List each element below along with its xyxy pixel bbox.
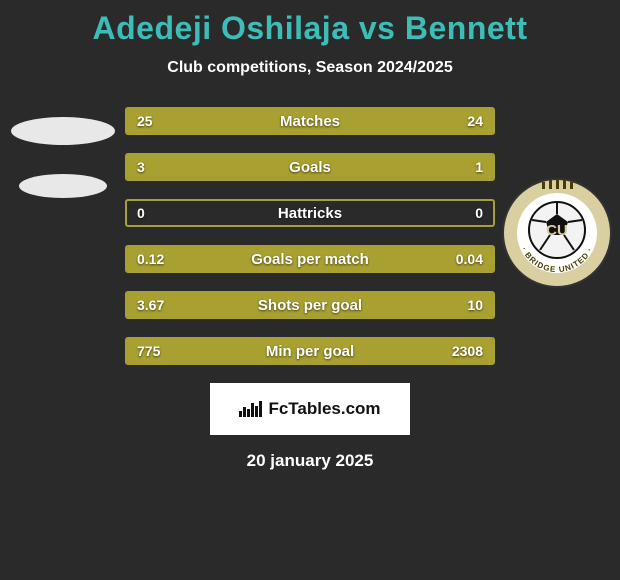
stat-row: 3 Goals 1 xyxy=(125,153,495,181)
stat-value-right: 0 xyxy=(475,201,483,225)
player-left-avatar xyxy=(8,115,118,225)
stat-value-right: 24 xyxy=(467,109,483,133)
ellipse-icon xyxy=(8,172,118,200)
stat-row: 3.67 Shots per goal 10 xyxy=(125,291,495,319)
stat-row: 775 Min per goal 2308 xyxy=(125,337,495,365)
stat-row: 25 Matches 24 xyxy=(125,107,495,135)
stat-label: Matches xyxy=(127,109,493,133)
stat-rows: 25 Matches 24 3 Goals 1 0 Hattricks 0 0.… xyxy=(125,107,495,365)
stat-row: 0 Hattricks 0 xyxy=(125,199,495,227)
club-crest-icon: CU · BRIDGE UNITED · xyxy=(502,178,612,288)
ellipse-icon xyxy=(8,115,118,147)
bar-chart-icon xyxy=(239,401,262,417)
stat-row: 0.12 Goals per match 0.04 xyxy=(125,245,495,273)
page-title: Adedeji Oshilaja vs Bennett xyxy=(0,0,620,47)
stat-label: Hattricks xyxy=(127,201,493,225)
subtitle: Club competitions, Season 2024/2025 xyxy=(0,59,620,77)
stat-label: Goals per match xyxy=(127,247,493,271)
stat-value-right: 2308 xyxy=(452,339,483,363)
stat-label: Min per goal xyxy=(127,339,493,363)
stat-value-right: 10 xyxy=(467,293,483,317)
stat-label: Shots per goal xyxy=(127,293,493,317)
stat-value-right: 1 xyxy=(475,155,483,179)
footer-date: 20 january 2025 xyxy=(0,451,620,471)
stat-label: Goals xyxy=(127,155,493,179)
svg-text:CU: CU xyxy=(546,222,568,239)
fctables-logo: FcTables.com xyxy=(210,383,410,435)
comparison-panel: Adedeji Oshilaja vs Bennett Club competi… xyxy=(0,0,620,580)
player-right-avatar: CU · BRIDGE UNITED · xyxy=(502,178,612,293)
logo-text: FcTables.com xyxy=(268,399,380,419)
stat-value-right: 0.04 xyxy=(456,247,483,271)
